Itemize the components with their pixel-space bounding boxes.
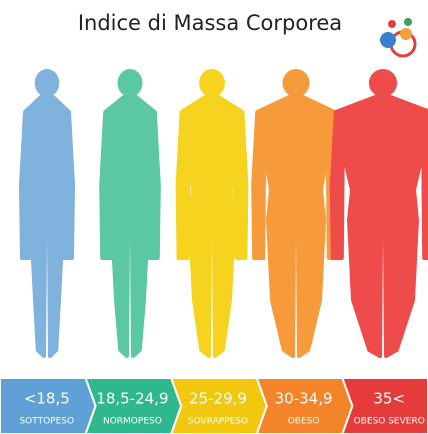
infographic: Indice di Massa Corporea <18,5 SOTTOPESO 1…	[0, 0, 428, 434]
figure-body	[332, 96, 428, 356]
level-label: SOTTOPESO	[19, 417, 74, 427]
level-range: <18,5	[24, 390, 70, 408]
level-range: 30-34,9	[275, 390, 333, 408]
logo	[380, 18, 415, 56]
level-label: NORMOPESO	[103, 417, 162, 427]
figure-head	[35, 69, 60, 97]
figure-head	[199, 69, 225, 97]
figure-body	[21, 96, 73, 356]
level-range: 18,5-24,9	[96, 390, 168, 408]
level-range: 35<	[373, 390, 405, 408]
figure-head	[283, 69, 310, 97]
figure-body	[178, 96, 247, 356]
level-range: 25-29,9	[189, 390, 247, 408]
figure-head	[118, 69, 143, 97]
banner: <18,5 SOTTOPESO 18,5-24,9 NORMOPESO 25-29,9 S…	[0, 378, 428, 434]
title: Indice di Massa Corporea	[78, 11, 342, 35]
figures	[21, 69, 428, 356]
figure-body	[253, 96, 339, 356]
level-label: OBESO SEVERO	[354, 417, 425, 427]
canvas: Indice di Massa Corporea <18,5 SOTTOPESO 1…	[0, 0, 428, 434]
level-label: SOVRAPPESO	[188, 417, 248, 427]
figure-body	[101, 96, 159, 356]
figure-head	[369, 69, 397, 97]
level-label: OBESO	[288, 417, 320, 427]
